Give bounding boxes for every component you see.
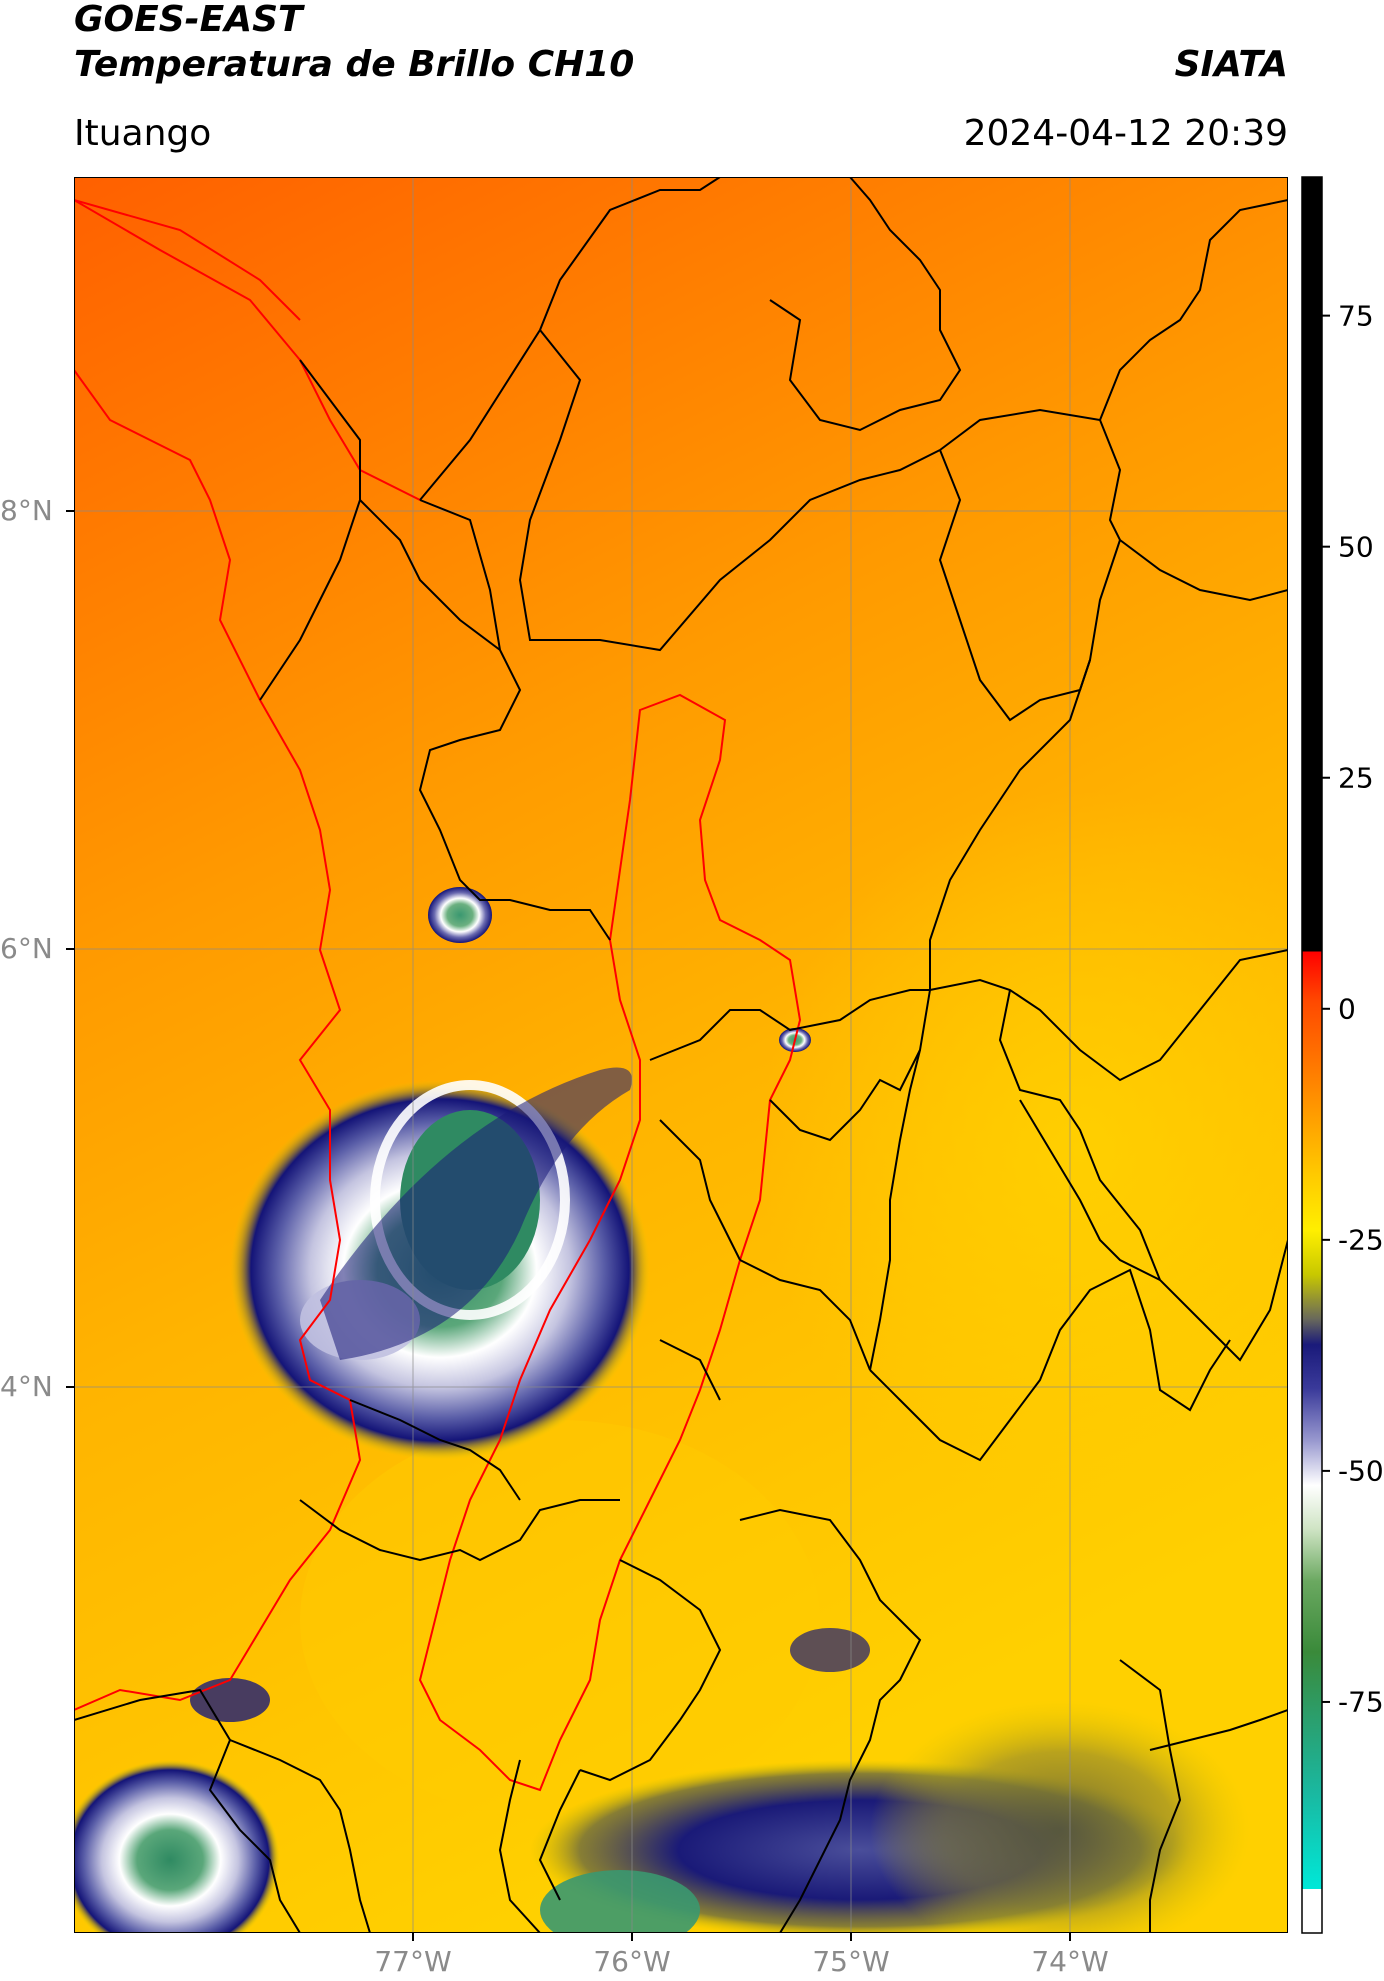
colorbar-label: -25: [1338, 1223, 1384, 1257]
colorbar-label: 0: [1338, 992, 1356, 1026]
datetime-label: 2024-04-12 20:39: [963, 113, 1288, 154]
gridlines: [74, 177, 1288, 1933]
axis-ticks: [66, 510, 1071, 1941]
admin-borders: [74, 177, 1288, 1933]
brand-label: SIATA: [1174, 44, 1288, 85]
lon-label-75w: 75°W: [812, 1945, 890, 1978]
colorbar-label: -50: [1338, 1454, 1384, 1488]
lat-label-8n: 8°N: [0, 494, 53, 527]
lon-label-74w: 74°W: [1031, 1945, 1109, 1978]
lat-label-6n: 6°N: [0, 932, 53, 965]
colorbar-ticks: [1322, 314, 1330, 1703]
lon-label-77w: 77°W: [374, 1945, 452, 1978]
colorbar: [1301, 176, 1323, 1934]
storm-small-north: [428, 887, 492, 943]
storm-southwest: [74, 1760, 280, 1933]
location-label: Ituango: [74, 113, 212, 154]
colorbar-label: 50: [1338, 530, 1374, 564]
map-field: [74, 177, 1288, 1933]
colorbar-label: -75: [1338, 1685, 1384, 1719]
title-line1: GOES-EAST: [74, 0, 303, 40]
lon-label-76w: 76°W: [593, 1945, 671, 1978]
lat-label-4n: 4°N: [0, 1370, 53, 1403]
title-line2: Temperatura de Brillo CH10: [74, 44, 635, 85]
colorbar-label: 25: [1338, 761, 1374, 795]
basin-outline: [418, 693, 802, 1792]
colorbar-label: 75: [1338, 299, 1374, 333]
